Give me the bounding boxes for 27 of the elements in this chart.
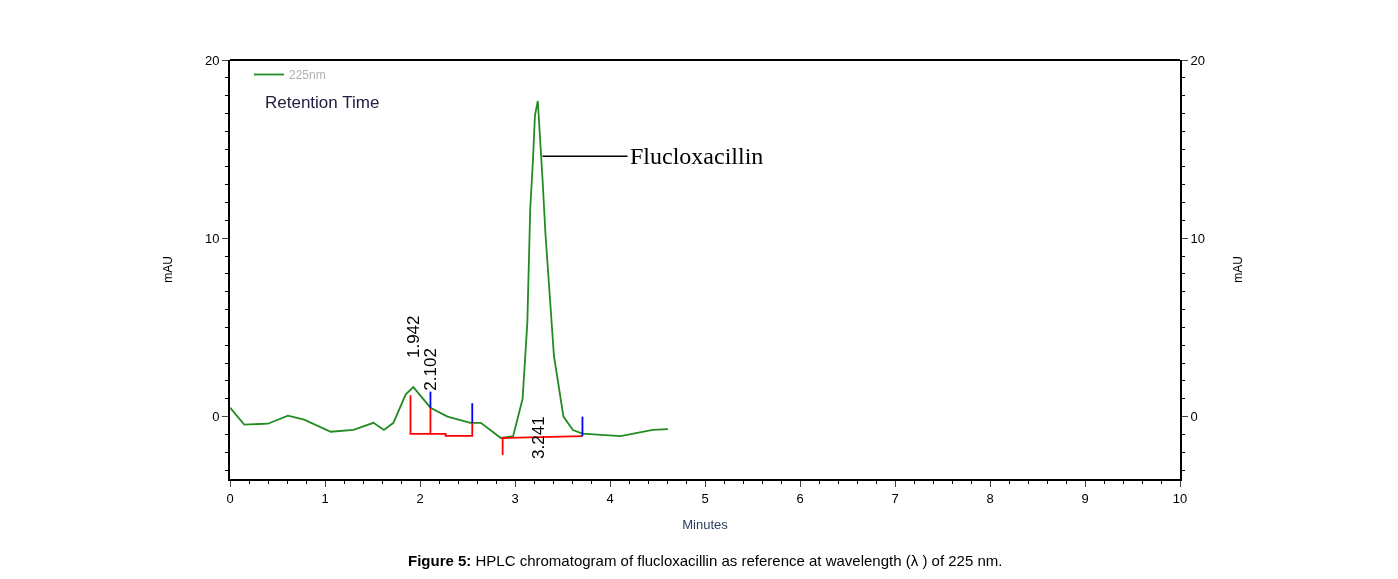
x-tick-label: 0	[226, 490, 234, 506]
x-tick-label: 7	[891, 490, 899, 506]
x-tick-label: 6	[796, 490, 804, 506]
x-tick-label: 5	[701, 490, 709, 506]
y2-tick-label: 20	[1190, 52, 1206, 68]
x-tick-label: 8	[986, 490, 994, 506]
annotation: 3.241	[528, 416, 548, 459]
x-axis-title: Minutes	[682, 516, 729, 532]
y-tick-label: 20	[204, 52, 220, 68]
y-axis-title: mAU	[160, 256, 175, 283]
x-tick-label: 4	[606, 490, 614, 506]
annotation: 1.942	[403, 315, 423, 359]
x-tick-label: 2	[416, 490, 424, 506]
y-tick-label: 10	[204, 230, 220, 246]
annotation: 2.102	[421, 348, 441, 391]
legend-label: 225nm	[289, 68, 326, 83]
y2-tick-label: 0	[1190, 409, 1198, 425]
y2-tick-label: 10	[1190, 230, 1206, 246]
x-tick-label: 1	[321, 490, 329, 506]
text: Figure 5: HPLC chromatogram of flucloxacillin as reference at wavelength (λ ) of 225 nm.	[408, 552, 1003, 569]
annotation: Flucloxacillin	[630, 143, 764, 169]
annotation: Retention Time	[265, 93, 380, 112]
x-tick-label: 3	[511, 490, 519, 506]
x-tick-label: 10	[1172, 490, 1188, 506]
y-tick-label: 0	[212, 409, 220, 425]
x-tick-label: 9	[1081, 490, 1089, 506]
y2-axis-title: mAU	[1231, 256, 1246, 283]
